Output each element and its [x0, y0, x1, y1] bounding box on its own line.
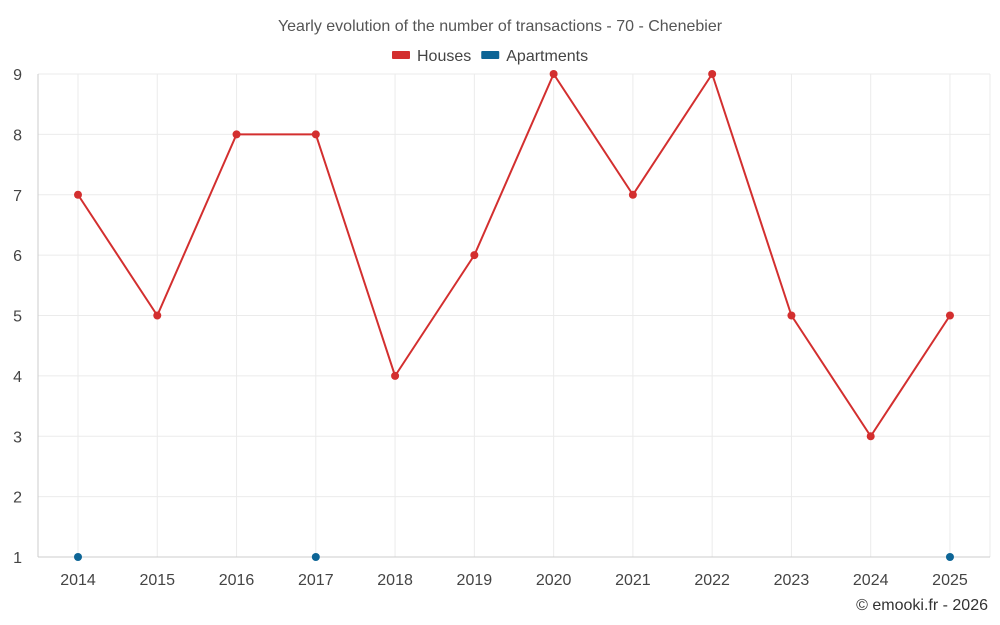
legend-swatch-apartments — [481, 51, 500, 59]
data-point-houses[interactable] — [391, 371, 400, 380]
data-point-apartments[interactable] — [311, 553, 320, 561]
x-tick-label: 2022 — [694, 572, 730, 589]
x-tick-label: 2019 — [457, 572, 493, 589]
data-point-houses[interactable] — [628, 190, 637, 199]
y-tick-label: 2 — [13, 490, 22, 507]
x-tick-label: 2016 — [219, 572, 255, 589]
legend-item-houses[interactable]: Houses — [392, 48, 471, 65]
data-point-houses[interactable] — [311, 130, 320, 139]
y-tick-label: 1 — [13, 550, 22, 567]
x-tick-label: 2014 — [60, 572, 96, 589]
series-layer — [74, 70, 954, 561]
credit-text: © emooki.fr - 2026 — [856, 597, 988, 614]
data-point-houses[interactable] — [945, 311, 954, 320]
x-tick-label: 2018 — [377, 572, 413, 589]
series-apartments — [74, 553, 954, 561]
data-point-houses[interactable] — [708, 70, 717, 78]
x-tick-label: 2023 — [774, 572, 810, 589]
x-tick-label: 2025 — [932, 572, 968, 589]
data-point-apartments[interactable] — [74, 553, 82, 561]
data-point-houses[interactable] — [549, 70, 558, 78]
y-tick-label: 6 — [13, 248, 22, 265]
legend-label-houses: Houses — [417, 48, 471, 65]
y-tick-label: 7 — [13, 188, 22, 205]
legend-label-apartments: Apartments — [506, 48, 588, 65]
data-point-houses[interactable] — [787, 311, 796, 320]
grid — [38, 73, 991, 557]
series-houses — [74, 70, 954, 441]
axes: 1 2 3 4 5 6 7 8 9 2014 2015 2016 2017 2018 2019 2020 202… — [13, 67, 990, 589]
y-tick-label: 8 — [13, 127, 22, 144]
x-tick-label: 2017 — [298, 572, 334, 589]
x-tick-label: 2024 — [853, 572, 889, 589]
data-point-houses[interactable] — [74, 190, 82, 199]
data-point-apartments[interactable] — [945, 553, 954, 561]
y-tick-label: 4 — [13, 369, 22, 386]
legend-swatch-houses — [392, 51, 410, 59]
data-point-houses[interactable] — [470, 251, 479, 260]
x-tick-label: 2015 — [139, 572, 175, 589]
x-tick-label: 2021 — [615, 572, 651, 589]
legend: Houses Apartments — [392, 48, 588, 65]
y-tick-label: 5 — [13, 309, 22, 326]
data-point-houses[interactable] — [153, 311, 162, 320]
series-line-houses — [77, 73, 951, 438]
y-tick-label: 9 — [13, 67, 22, 84]
y-tick-label: 3 — [13, 429, 22, 446]
data-point-houses[interactable] — [866, 432, 875, 441]
data-point-houses[interactable] — [232, 130, 241, 139]
legend-item-apartments[interactable]: Apartments — [481, 48, 588, 65]
chart-title: Yearly evolution of the number of transa… — [278, 18, 723, 35]
x-tick-label: 2020 — [536, 572, 572, 589]
